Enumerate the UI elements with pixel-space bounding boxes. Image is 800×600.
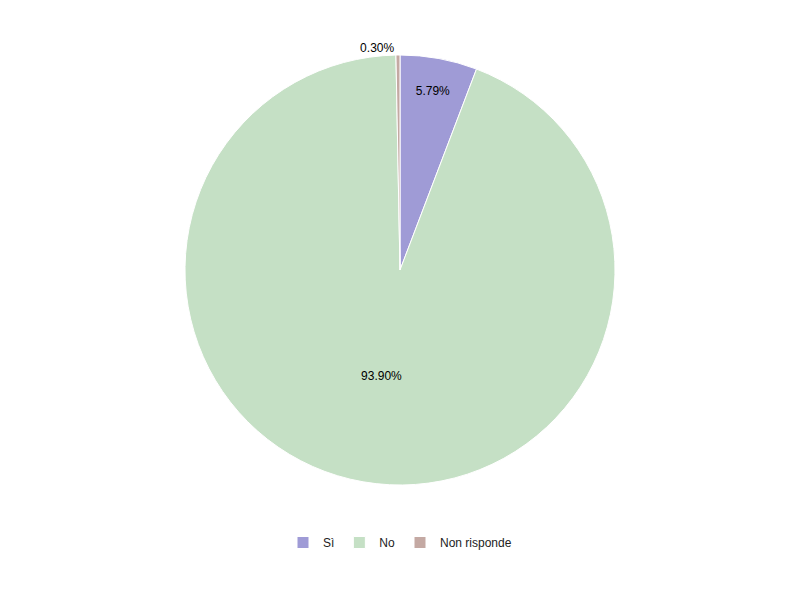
svg-text:0.30%: 0.30% (360, 41, 394, 55)
svg-text:Sì: Sì (323, 536, 334, 550)
svg-text:Fonte: Ospedale Sacro Cuore do: Fonte: Ospedale Sacro Cuore don Calabria… (2, 599, 344, 600)
svg-text:93.90%: 93.90% (361, 369, 402, 383)
svg-text:No: No (379, 536, 395, 550)
svg-text:Non risponde: Non risponde (440, 536, 512, 550)
svg-text:5.79%: 5.79% (416, 84, 450, 98)
